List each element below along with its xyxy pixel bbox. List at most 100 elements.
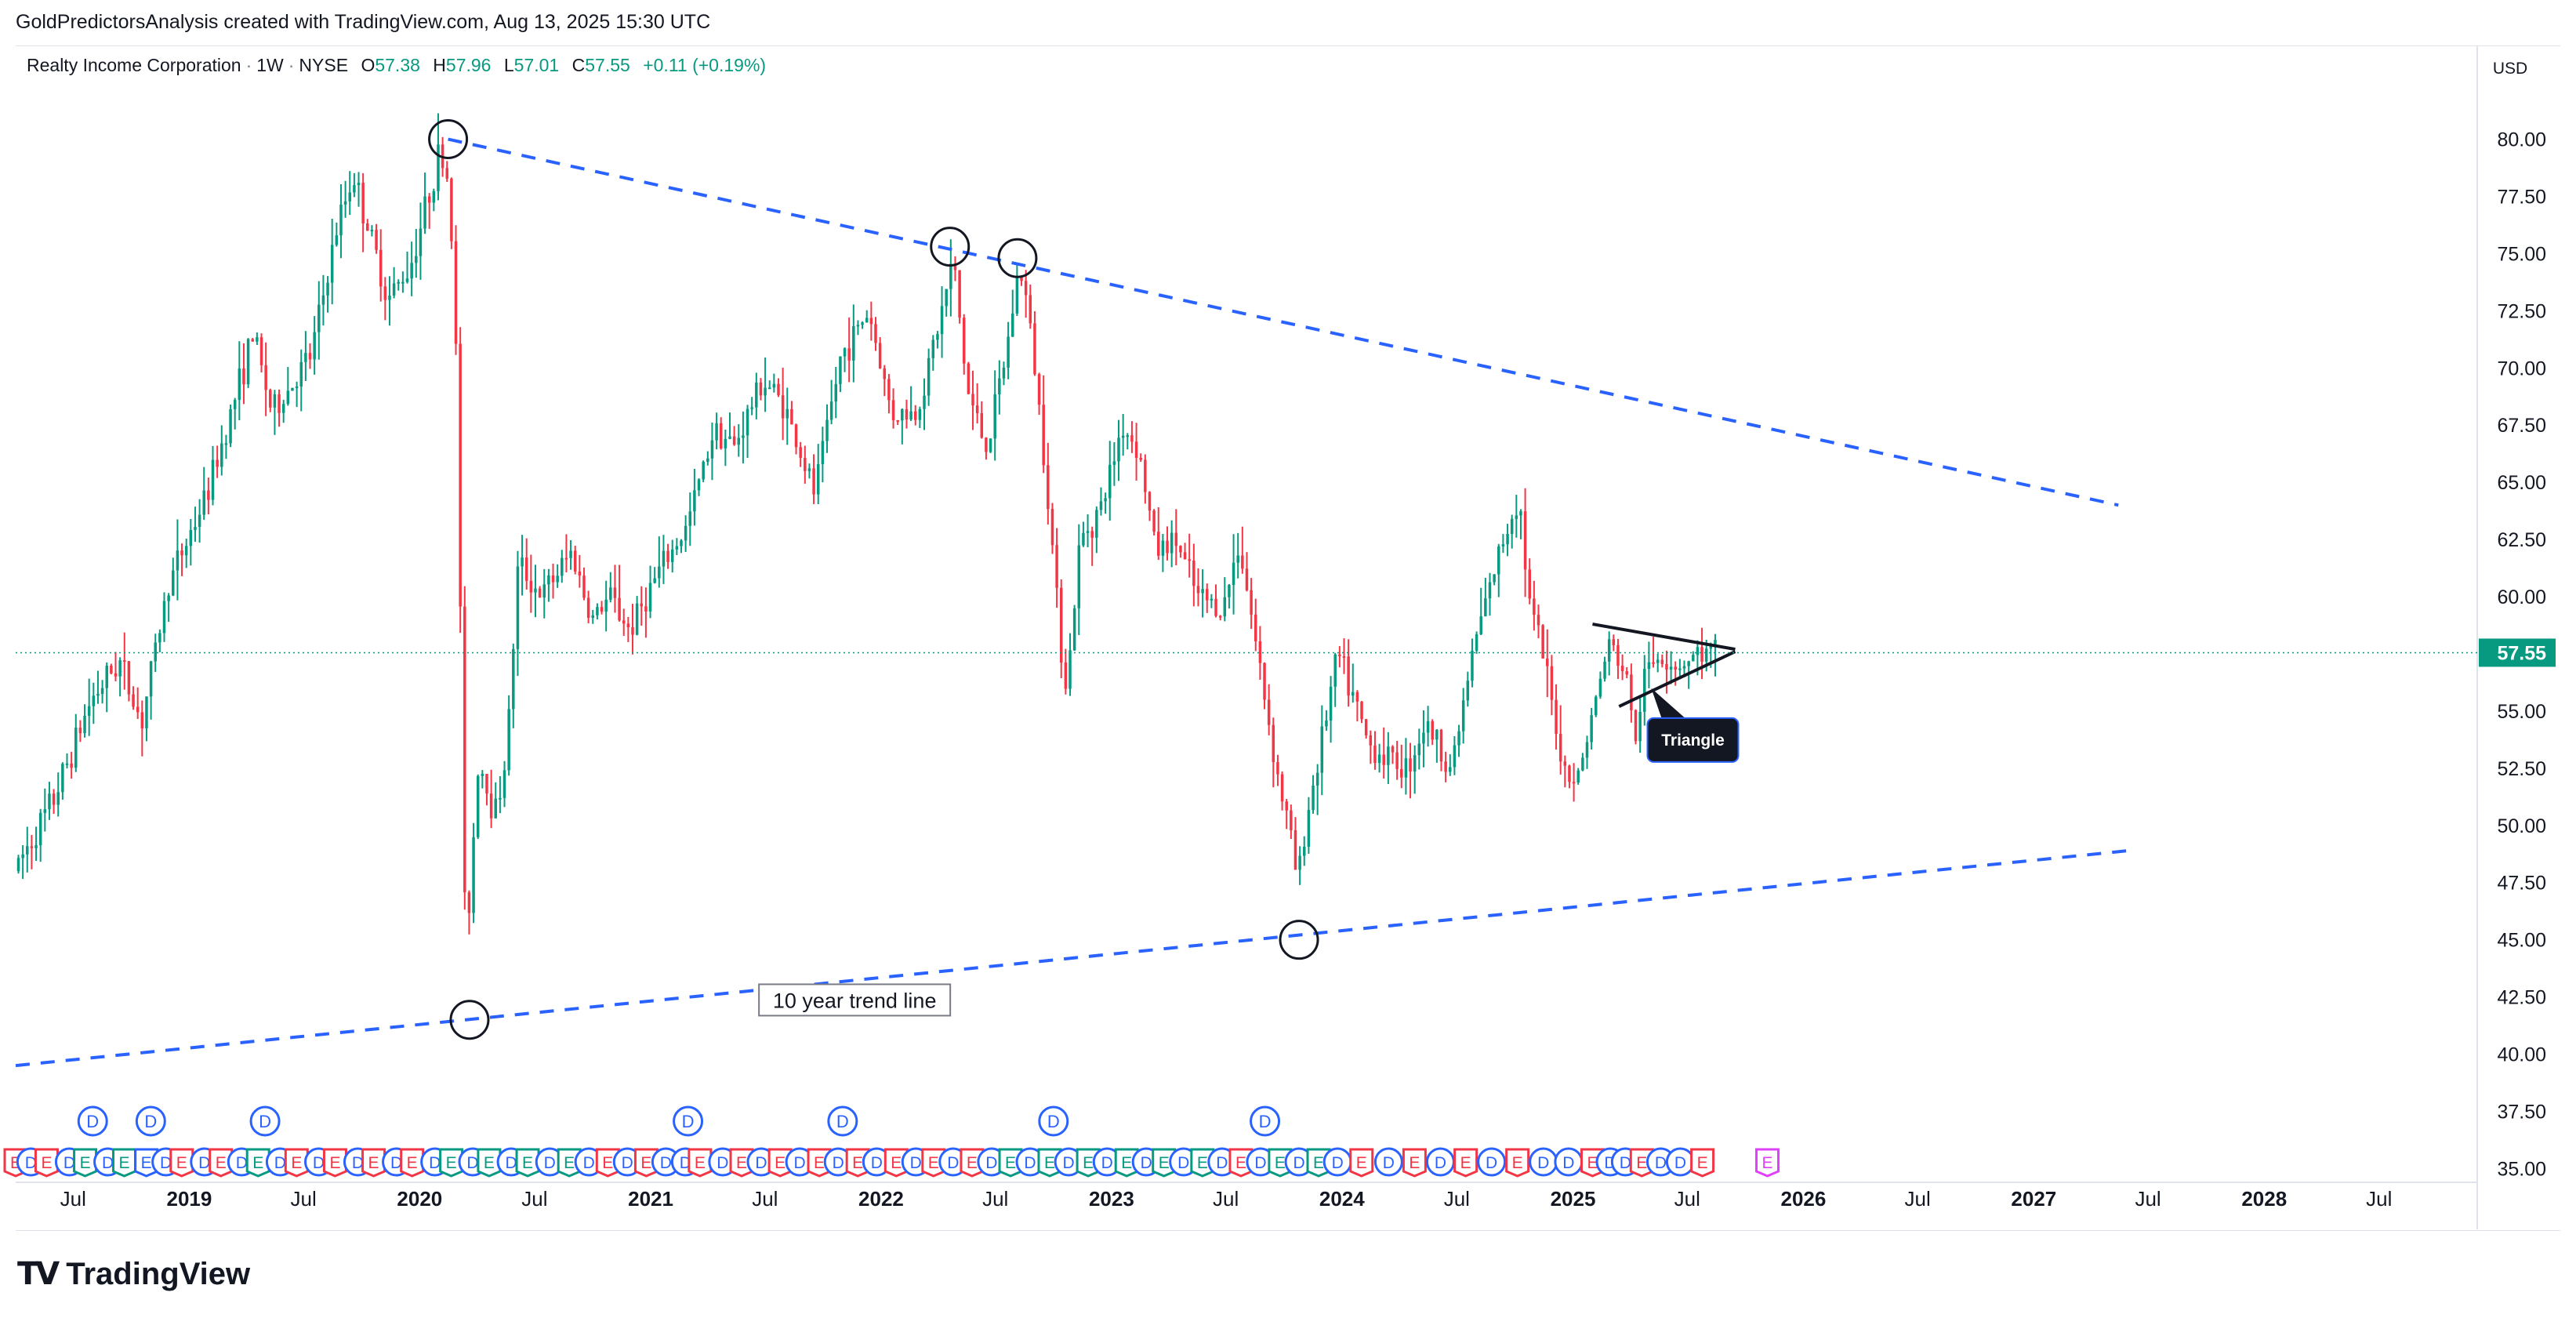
event-marker-label: D	[390, 1154, 402, 1172]
earnings-event-marker[interactable]	[1306, 1148, 1331, 1178]
dividend-event-marker[interactable]	[1477, 1147, 1507, 1177]
earnings-event-marker[interactable]	[883, 1148, 909, 1178]
earnings-event-marker[interactable]	[1402, 1148, 1427, 1178]
dividend-marker[interactable]	[249, 1105, 281, 1137]
pivot-circle-2023-october-low[interactable]	[1279, 920, 1319, 960]
candle-up	[335, 235, 339, 245]
trend-line-triangle-upper[interactable]	[1592, 623, 1736, 652]
candle-down	[1293, 829, 1297, 870]
candle-down	[1342, 656, 1346, 659]
candle-up	[419, 228, 423, 256]
candle-down	[366, 223, 369, 231]
event-markers: D D D D D D DE D E D E D E E D E D E D E D E D E D E D E D E D E D E D E D E D…	[3, 1105, 1780, 1178]
earnings-event-marker[interactable]	[729, 1148, 754, 1178]
earnings-event-marker[interactable]	[134, 1148, 159, 1178]
candle-down	[1152, 510, 1156, 532]
dividend-marker-label: D	[86, 1112, 99, 1131]
dividend-marker[interactable]	[827, 1105, 858, 1137]
symbol-name[interactable]: Realty Income Corporation	[27, 55, 241, 75]
dividend-marker[interactable]	[1038, 1105, 1069, 1137]
pivot-circle-2020-covid-low[interactable]	[449, 1000, 490, 1040]
candle-down	[1290, 810, 1293, 830]
earnings-event-marker[interactable]	[1152, 1148, 1177, 1178]
earnings-event-marker[interactable]	[1349, 1148, 1374, 1178]
trend-line-lower-support[interactable]	[15, 848, 2130, 1068]
event-marker-label: E	[695, 1154, 706, 1172]
earnings-event-marker[interactable]	[688, 1148, 713, 1178]
candle-up	[256, 337, 259, 342]
earnings-event-marker[interactable]	[1690, 1148, 1715, 1178]
symbol-legend[interactable]: Realty Income Corporation · 1W · NYSE O57.38…	[27, 55, 766, 76]
earnings-event-marker[interactable]	[1505, 1148, 1530, 1178]
earnings-event-marker[interactable]	[169, 1148, 194, 1178]
annotation-box[interactable]	[758, 983, 952, 1017]
event-marker-label: E	[1512, 1154, 1523, 1172]
earnings-event-marker[interactable]	[921, 1148, 946, 1178]
earnings-event-marker[interactable]	[515, 1148, 540, 1178]
earnings-event-marker[interactable]	[595, 1148, 620, 1178]
candle-up	[680, 540, 683, 546]
candle-up	[432, 191, 436, 203]
candle-down	[269, 390, 272, 408]
symbol-interval[interactable]: 1W	[256, 55, 284, 75]
earnings-event-marker[interactable]	[1076, 1148, 1101, 1178]
earnings-event-marker[interactable]	[845, 1148, 870, 1178]
earnings-event-marker[interactable]	[1228, 1148, 1254, 1178]
candle-down	[1541, 625, 1544, 659]
earnings-event-marker[interactable]	[1755, 1148, 1780, 1178]
pivot-circle-2022-april-high[interactable]	[930, 227, 971, 267]
candle-up	[764, 387, 767, 396]
earnings-event-marker[interactable]	[34, 1148, 59, 1178]
candle-down	[887, 379, 891, 401]
pivot-circle-2022-august-high[interactable]	[997, 238, 1038, 278]
earnings-event-marker[interactable]	[1268, 1148, 1293, 1178]
earnings-event-marker[interactable]	[361, 1148, 386, 1178]
earnings-event-marker[interactable]	[807, 1148, 832, 1178]
time-tick-label: 2025	[1551, 1187, 1596, 1211]
earnings-event-marker[interactable]	[557, 1148, 582, 1178]
earnings-event-marker[interactable]	[1037, 1148, 1062, 1178]
trend-line-upper-resistance[interactable]	[448, 137, 2119, 507]
event-marker-label: E	[1044, 1154, 1055, 1172]
candle-up	[246, 339, 250, 385]
earnings-event-marker[interactable]	[245, 1148, 270, 1178]
earnings-event-marker[interactable]	[633, 1148, 659, 1178]
earnings-event-marker[interactable]	[209, 1148, 234, 1178]
dividend-marker[interactable]	[1250, 1105, 1281, 1137]
dividend-event-marker[interactable]	[1373, 1147, 1403, 1177]
pivot-circle-2020-top[interactable]	[428, 119, 469, 160]
earnings-event-marker[interactable]	[1453, 1148, 1478, 1178]
earnings-event-marker[interactable]	[400, 1148, 425, 1178]
earnings-event-marker[interactable]	[767, 1148, 793, 1178]
currency-selector[interactable]: USD	[2492, 60, 2528, 78]
trend-line-triangle-lower[interactable]	[1618, 650, 1736, 708]
candle-up	[220, 443, 223, 467]
dividend-marker[interactable]	[77, 1105, 108, 1137]
callout-box[interactable]	[1646, 717, 1740, 763]
earnings-event-marker[interactable]	[73, 1148, 98, 1178]
earnings-event-marker[interactable]	[284, 1148, 309, 1178]
earnings-event-marker[interactable]	[960, 1148, 985, 1178]
event-marker-label: E	[928, 1154, 939, 1172]
earnings-event-marker[interactable]	[998, 1148, 1023, 1178]
dividend-marker[interactable]	[673, 1105, 704, 1137]
earnings-event-marker[interactable]	[1190, 1148, 1215, 1178]
earnings-event-marker[interactable]	[1114, 1148, 1139, 1178]
candle-down	[1033, 323, 1036, 375]
earnings-event-marker[interactable]	[112, 1148, 136, 1178]
candle-up	[339, 204, 343, 236]
candle-up	[1303, 847, 1306, 856]
tradingview-logo[interactable]: TV TradingView	[17, 1254, 250, 1294]
earnings-event-marker[interactable]	[1629, 1148, 1654, 1178]
candle-down	[1537, 615, 1540, 626]
earnings-event-marker[interactable]	[439, 1148, 464, 1178]
earnings-event-marker[interactable]	[477, 1148, 502, 1178]
earnings-event-marker[interactable]	[322, 1148, 347, 1178]
dividend-marker[interactable]	[135, 1105, 166, 1137]
callout-text: Triangle	[1661, 731, 1725, 750]
candle-up	[1497, 546, 1500, 575]
candle-up	[1484, 598, 1487, 617]
candle-up	[1417, 743, 1421, 756]
candle-down	[1245, 568, 1249, 590]
